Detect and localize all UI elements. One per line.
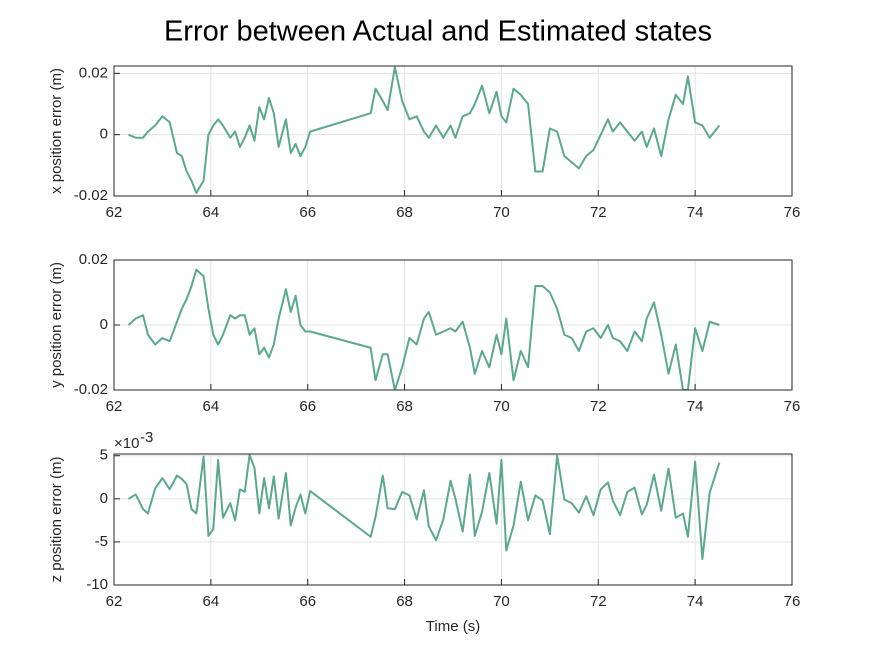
x-tick-label: 68 [396,204,413,221]
x-tick-label: 64 [203,398,220,415]
data-line [127,268,720,390]
y-axis-label: z position error (m) [48,457,65,583]
x-tick-label: 62 [106,593,123,610]
x-tick-label: 76 [784,593,801,610]
x-tick-label: 66 [299,204,316,221]
y-tick-label: 0 [100,126,108,143]
x-tick-label: 70 [493,204,510,221]
y-tick-label: 0 [100,490,108,507]
x-tick-label: 68 [396,398,413,415]
y-tick-label: -10 [86,576,108,593]
x-tick-label: 72 [590,204,607,221]
x-tick-label: 72 [590,593,607,610]
x-tick-label: 76 [784,398,801,415]
y-tick-label: -0.02 [74,187,108,204]
x-tick-label: 74 [687,204,704,221]
plot-area [114,454,792,585]
y-tick-label: 0 [100,316,108,333]
x-tick-label: 70 [493,398,510,415]
y-tick-label: -0.02 [74,381,108,398]
x-tick-label: 68 [396,593,413,610]
y-exponent-power: -3 [140,429,153,446]
x-tick-label: 76 [784,204,801,221]
x-tick-label: 64 [203,593,220,610]
x-tick-label: 66 [299,593,316,610]
data-line [128,454,721,561]
x-tick-label: 62 [106,398,123,415]
y-tick-label: 0.02 [79,64,108,81]
y-exponent-base: ×10 [114,435,139,452]
data-line [128,66,721,194]
y-tick-label: 5 [100,447,108,464]
series-group [128,66,721,194]
x-axis-label: Time (s) [426,618,480,635]
y-tick-label: -5 [95,533,108,550]
axes-box [113,453,793,586]
y-axis-label: x position error (m) [48,68,65,194]
y-axis-label: y position error (m) [48,262,65,388]
x-tick-label: 70 [493,593,510,610]
x-tick-label: 66 [299,398,316,415]
x-tick-label: 62 [106,204,123,221]
series-group [127,268,720,390]
x-tick-label: 74 [687,593,704,610]
y-tick-label: 0.02 [79,251,108,268]
figure-title: Error between Actual and Estimated state… [164,16,712,48]
x-tick-label: 72 [590,398,607,415]
series-group [128,454,721,561]
x-tick-label: 74 [687,398,704,415]
x-tick-label: 64 [203,204,220,221]
axes-box [113,65,793,197]
